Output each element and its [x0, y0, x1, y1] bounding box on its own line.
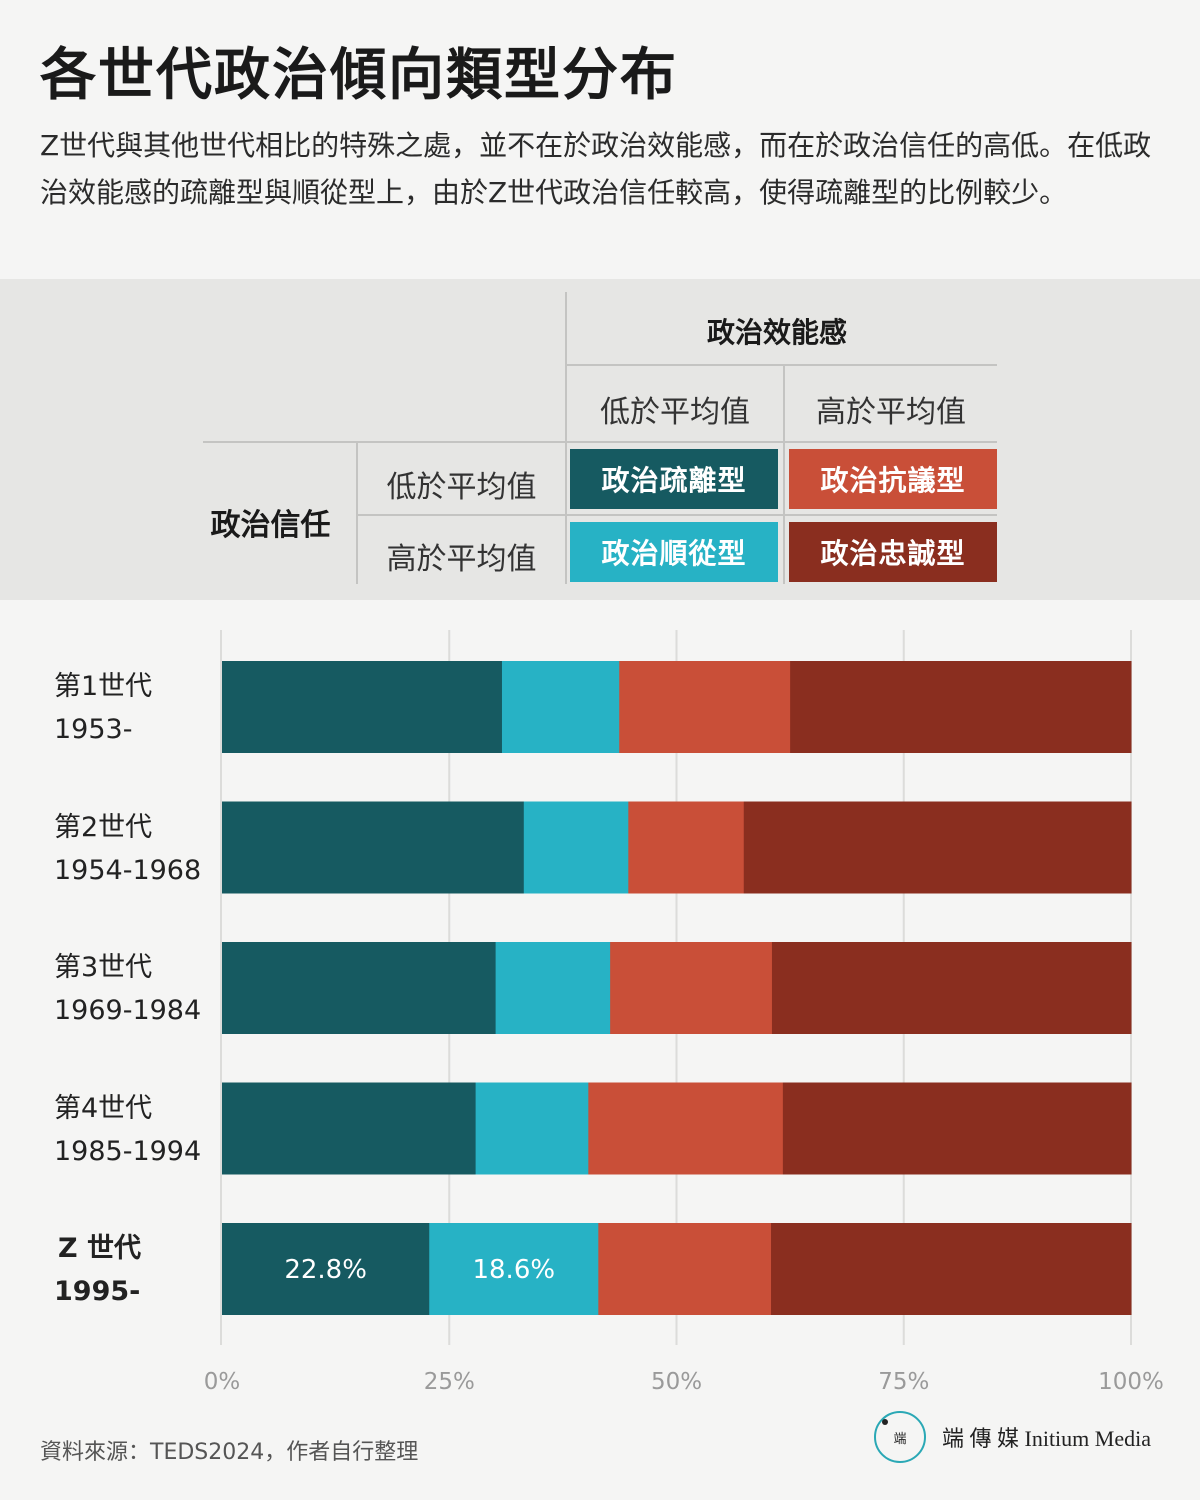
data-label: 22.8%: [284, 1255, 367, 1285]
category-name: 第2世代: [54, 811, 153, 843]
bar-segment-loyal: [771, 942, 1132, 1034]
category-years: 1985-1994: [54, 1135, 202, 1167]
legend-divider: [567, 364, 997, 366]
stacked-bar-chart: 0% 25% 50% 75% 100% 22.8% 18.6%: [204, 630, 1164, 1395]
category-name: 第1世代: [54, 671, 153, 702]
category-label: 第1世代 1953-: [54, 665, 152, 751]
bar-segment-compliant: [501, 661, 620, 753]
legend-col-header: 政治效能感: [706, 316, 847, 349]
bar-segment-alienated: [222, 1082, 477, 1175]
x-tick-label: 0%: [204, 1369, 241, 1395]
category-years: 1995-: [54, 1276, 141, 1307]
category-years: 1969-1984: [54, 995, 202, 1026]
legend-divider: [565, 292, 567, 584]
legend-row-high: 高於平均值: [386, 542, 537, 577]
bar-segment-alienated: [222, 942, 497, 1034]
bar-segment-alienated: [222, 801, 525, 894]
legend-row-low: 低於平均值: [386, 470, 537, 505]
bar-segment-compliant: [475, 1082, 589, 1175]
category-label: 第2世代 1954-1968: [54, 806, 201, 892]
category-years: 1953-: [54, 714, 133, 745]
legend-row-header: 政治信任: [210, 508, 331, 543]
bar-segment-compliant: [495, 942, 611, 1034]
category-name: Z 世代: [58, 1233, 141, 1264]
source-note: 資料來源：TEDS2024，作者自行整理: [40, 1440, 419, 1465]
category-label: 第3世代 1969-1984: [54, 946, 201, 1032]
x-tick-label: 50%: [651, 1369, 702, 1395]
legend-divider: [203, 441, 997, 443]
legend-matrix: 政治效能感 低於平均值 高於平均值 政治信任 低於平均值 高於平均值 政治疏離型…: [0, 279, 1200, 600]
brand-logo-icon: 端: [874, 1411, 926, 1463]
bar-segment-loyal: [743, 801, 1132, 894]
legend-divider: [783, 365, 785, 584]
legend-cell-compliant: 政治順從型: [570, 522, 778, 582]
bar-segment-alienated: [222, 661, 503, 753]
x-tick-label: 100%: [1098, 1369, 1164, 1395]
bar-segment-loyal: [790, 661, 1132, 753]
category-years: 1954-1968: [54, 854, 202, 886]
bar-segment-protest: [598, 1223, 772, 1315]
category-label: Z 世代 1995-: [54, 1227, 141, 1313]
bar-segment-loyal: [771, 1223, 1132, 1315]
x-tick-label: 25%: [424, 1369, 475, 1395]
legend-divider: [357, 514, 997, 516]
x-tick-label: 75%: [878, 1369, 929, 1395]
brand-logo-mark: 端: [893, 1431, 907, 1447]
bar-segment-protest: [628, 801, 745, 894]
category-label: 第4世代 1985-1994: [54, 1087, 201, 1173]
legend-col-high: 高於平均值: [816, 395, 966, 430]
page-title: 各世代政治傾向類型分布: [40, 43, 678, 108]
brand-logo-dot: [882, 1419, 888, 1425]
bar-segment-compliant: [429, 1223, 599, 1315]
bar-segment-compliant: [523, 801, 629, 894]
brand: 端 端 傳 媒 Initium Media: [874, 1410, 1174, 1464]
bar-segment-protest: [610, 942, 773, 1034]
data-label: 18.6%: [472, 1255, 555, 1285]
legend-divider: [356, 442, 358, 584]
bar-segment-protest: [588, 1082, 784, 1175]
category-name: 第3世代: [54, 952, 153, 983]
bar-segment-protest: [619, 661, 791, 753]
legend-col-low: 低於平均值: [600, 395, 750, 430]
bar-segment-alienated: [222, 1223, 430, 1315]
legend-cell-alienated: 政治疏離型: [570, 449, 778, 509]
page-subtitle: Z世代與其他世代相比的特殊之處，並不在於政治效能感，而在於政治信任的高低。在低政…: [40, 129, 1152, 209]
legend-cell-protest: 政治抗議型: [789, 449, 997, 509]
bar-segment-loyal: [782, 1082, 1132, 1175]
legend-cell-loyal: 政治忠誠型: [789, 522, 997, 582]
brand-name: 端 傳 媒 Initium Media: [942, 1426, 1151, 1451]
category-name: 第4世代: [54, 1092, 153, 1124]
